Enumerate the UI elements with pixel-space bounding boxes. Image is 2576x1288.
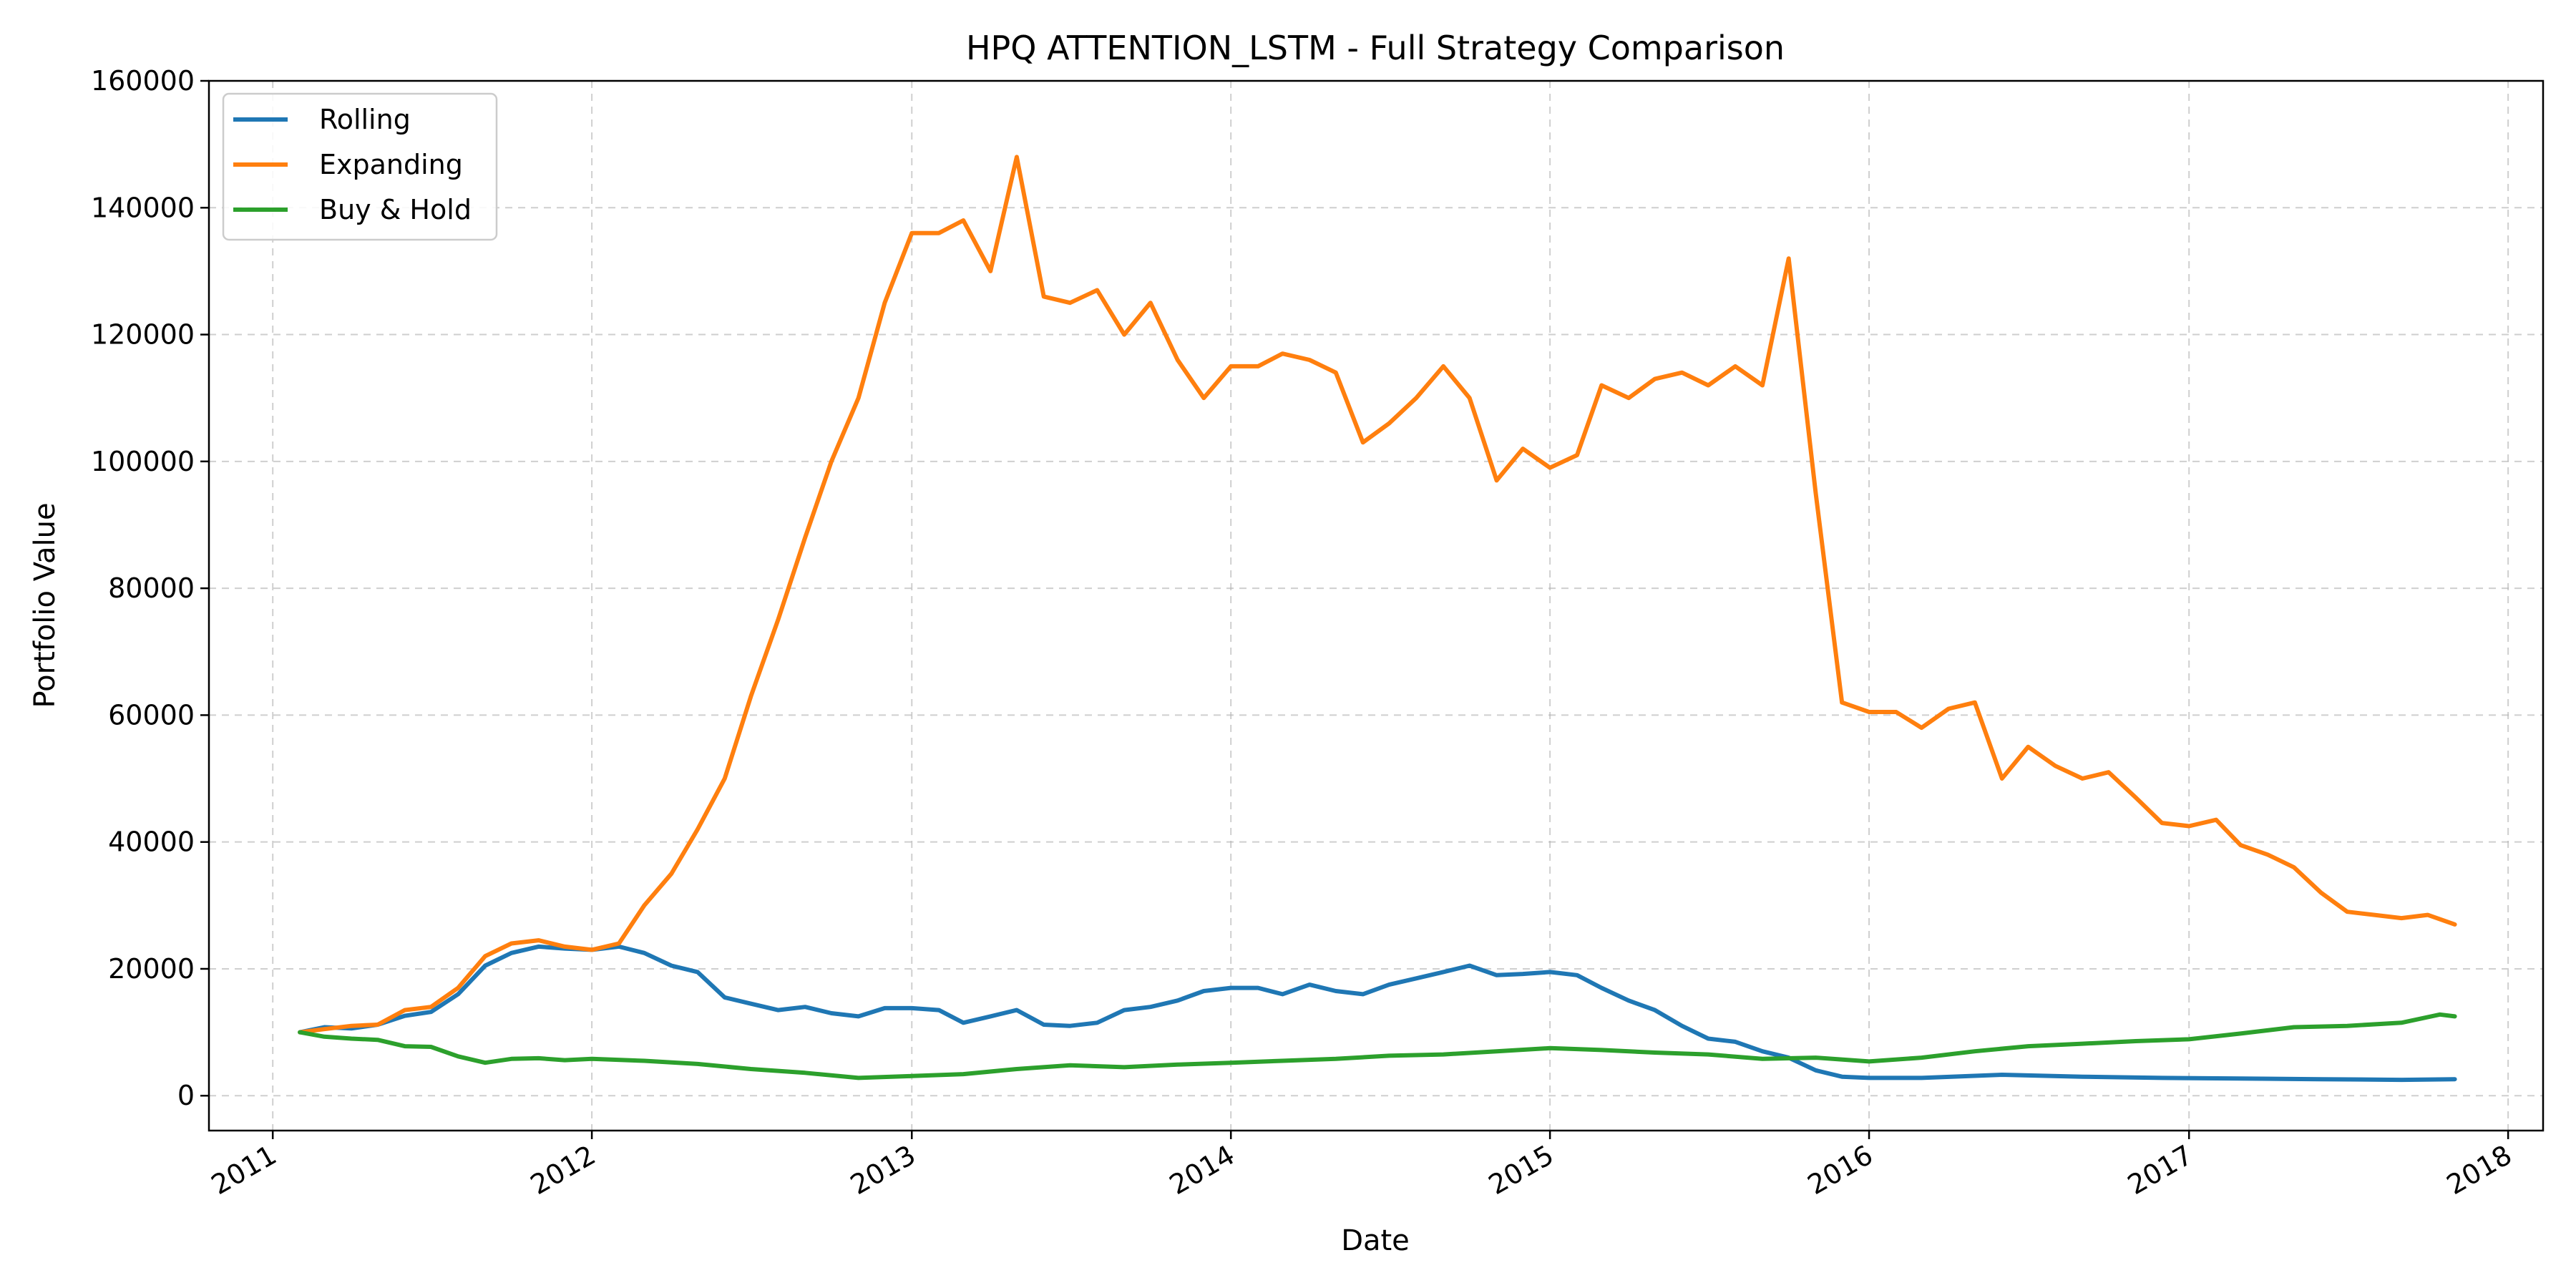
- y-tick-label: 140000: [91, 192, 195, 223]
- series-line-buy-hold: [298, 1012, 2457, 1080]
- y-axis-title: Portfolio Value: [29, 502, 62, 708]
- series-line-expanding: [298, 155, 2457, 1035]
- y-tick-label: 120000: [91, 319, 195, 351]
- legend-label: Rolling: [319, 104, 411, 135]
- legend-box: [222, 92, 498, 241]
- series-group: [298, 155, 2457, 1083]
- legend-label: Expanding: [319, 149, 463, 180]
- legend-label: Buy & Hold: [319, 194, 472, 225]
- y-tick-label: 100000: [91, 446, 195, 477]
- y-tick-label: 160000: [91, 65, 195, 97]
- y-axis: 0 20000 40000 60000 80000 100000 120000 140000 1…: [91, 65, 209, 1111]
- y-tick-label: 80000: [108, 572, 195, 604]
- legend: Rolling Expanding Buy & Hold: [222, 92, 498, 241]
- chart-title: HPQ ATTENTION_LSTM - Full Strategy Compa…: [966, 29, 1785, 67]
- y-tick-label: 0: [177, 1080, 195, 1111]
- y-tick-label: 20000: [108, 953, 195, 985]
- y-tick-label: 40000: [108, 826, 195, 858]
- plot-area-frame: [208, 79, 2545, 1132]
- y-tick-label: 60000: [108, 699, 195, 731]
- x-axis-title: Date: [1341, 1224, 1410, 1257]
